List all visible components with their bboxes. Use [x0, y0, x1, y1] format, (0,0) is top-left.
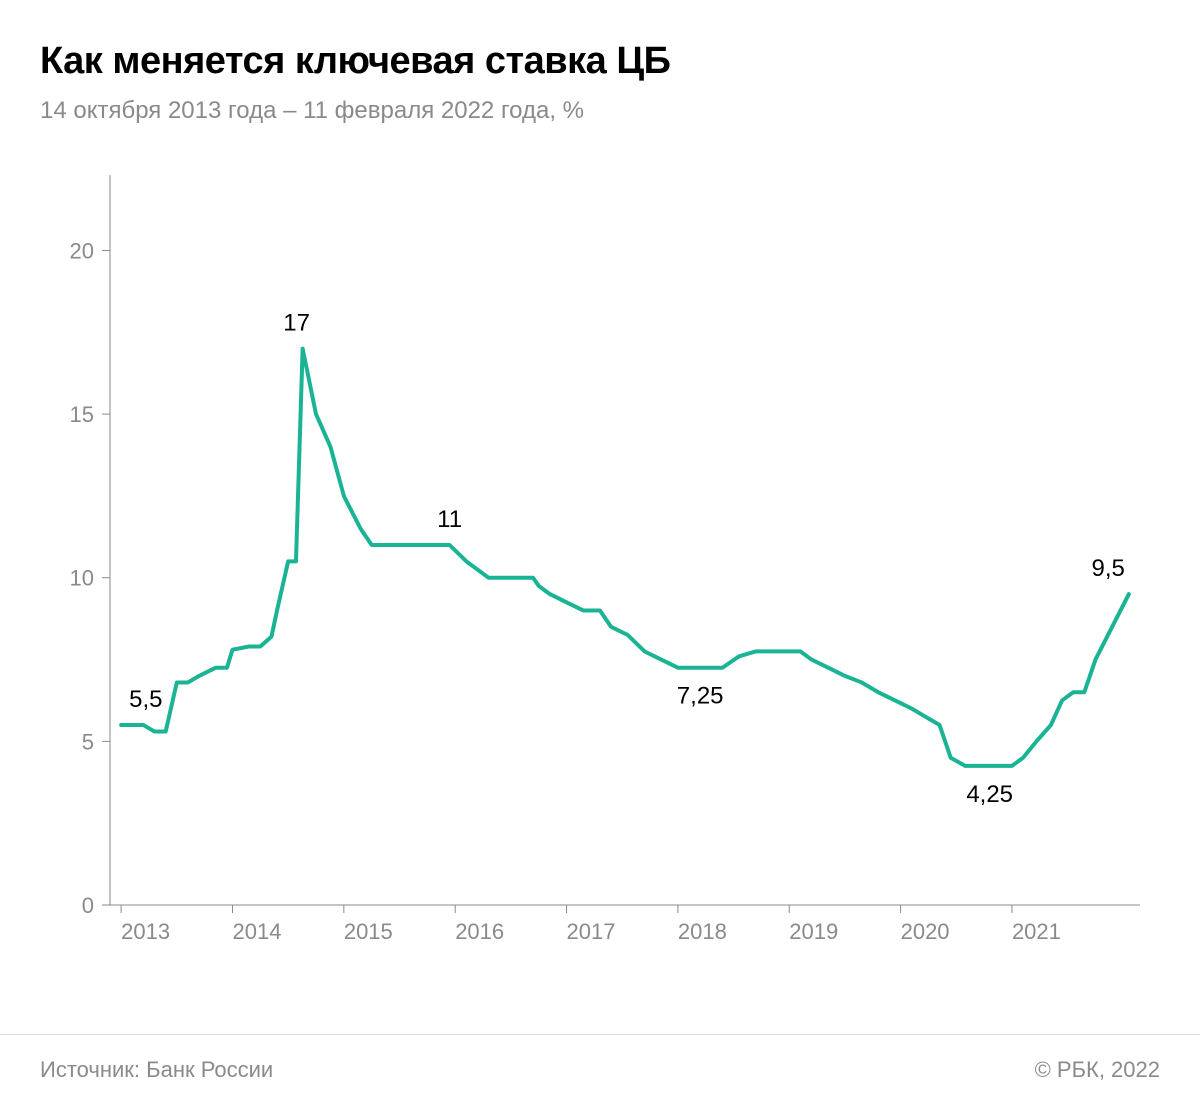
svg-text:2019: 2019 — [789, 919, 838, 944]
svg-text:11: 11 — [437, 506, 462, 533]
chart-area: 0 5 10 15 20 2013 2014 2015 2016 2017 2018 2019 2020… — [40, 155, 1160, 975]
svg-text:2016: 2016 — [455, 919, 504, 944]
footer: Источник: Банк России © РБК, 2022 — [0, 1034, 1200, 1109]
svg-text:5: 5 — [82, 729, 94, 754]
svg-text:9,5: 9,5 — [1091, 555, 1124, 582]
svg-text:2014: 2014 — [232, 919, 281, 944]
svg-text:4,25: 4,25 — [966, 781, 1013, 808]
page-subtitle: 14 октября 2013 года – 11 февраля 2022 г… — [40, 97, 1160, 125]
page-title: Как меняется ключевая ставка ЦБ — [40, 40, 1160, 83]
svg-text:10: 10 — [70, 566, 94, 591]
svg-text:2017: 2017 — [567, 919, 616, 944]
svg-text:15: 15 — [70, 402, 94, 427]
svg-text:2015: 2015 — [344, 919, 393, 944]
line-chart: 0 5 10 15 20 2013 2014 2015 2016 2017 2018 2019 2020… — [40, 155, 1160, 975]
svg-text:2018: 2018 — [678, 919, 727, 944]
source-label: Источник: Банк России — [40, 1057, 273, 1083]
svg-text:0: 0 — [82, 893, 94, 918]
chart-card: Как меняется ключевая ставка ЦБ 14 октяб… — [0, 0, 1200, 1109]
svg-text:5,5: 5,5 — [129, 686, 162, 713]
svg-text:17: 17 — [283, 310, 310, 337]
svg-text:2013: 2013 — [121, 919, 170, 944]
svg-text:2020: 2020 — [901, 919, 950, 944]
svg-text:7,25: 7,25 — [677, 683, 724, 710]
svg-text:2021: 2021 — [1012, 919, 1061, 944]
svg-text:20: 20 — [70, 238, 94, 263]
credit-label: © РБК, 2022 — [1035, 1057, 1160, 1083]
